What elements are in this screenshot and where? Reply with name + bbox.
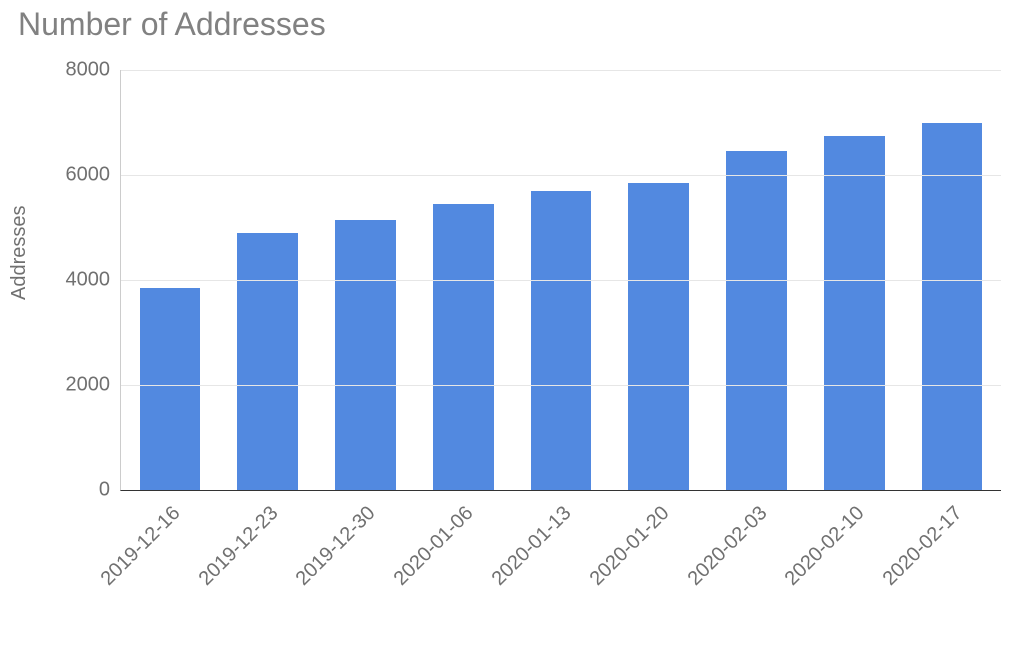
addresses-bar-chart: Number of Addresses Addresses 0 2000 4000 6…	[0, 0, 1024, 645]
bar	[824, 136, 885, 490]
x-tick-label: 2020-01-06	[370, 502, 478, 610]
y-axis-label: Addresses	[8, 206, 31, 301]
x-tick-label: 2019-12-30	[273, 502, 381, 610]
x-tick-label: 2020-01-20	[566, 502, 674, 610]
bar	[531, 191, 592, 490]
bar	[922, 123, 983, 491]
y-tick-label: 2000	[50, 374, 110, 397]
x-tick-label: 2019-12-16	[77, 502, 185, 610]
bar	[335, 220, 396, 490]
plot-area	[120, 70, 1001, 491]
y-tick-label: 4000	[50, 269, 110, 292]
x-tick-label: 2019-12-23	[175, 502, 283, 610]
y-tick-label: 6000	[50, 164, 110, 187]
grid-line	[121, 175, 1001, 176]
bar	[726, 151, 787, 490]
y-tick-label: 8000	[50, 59, 110, 82]
x-tick-label: 2020-02-17	[859, 502, 967, 610]
bar	[140, 288, 201, 490]
grid-line	[121, 280, 1001, 281]
bar	[628, 183, 689, 490]
chart-title: Number of Addresses	[18, 6, 326, 43]
x-tick-label: 2020-02-03	[664, 502, 772, 610]
grid-line	[121, 70, 1001, 71]
x-tick-label: 2020-02-10	[761, 502, 869, 610]
x-tick-label: 2020-01-13	[468, 502, 576, 610]
bar	[433, 204, 494, 490]
bar	[237, 233, 298, 490]
y-tick-label: 0	[50, 479, 110, 502]
grid-line	[121, 385, 1001, 386]
